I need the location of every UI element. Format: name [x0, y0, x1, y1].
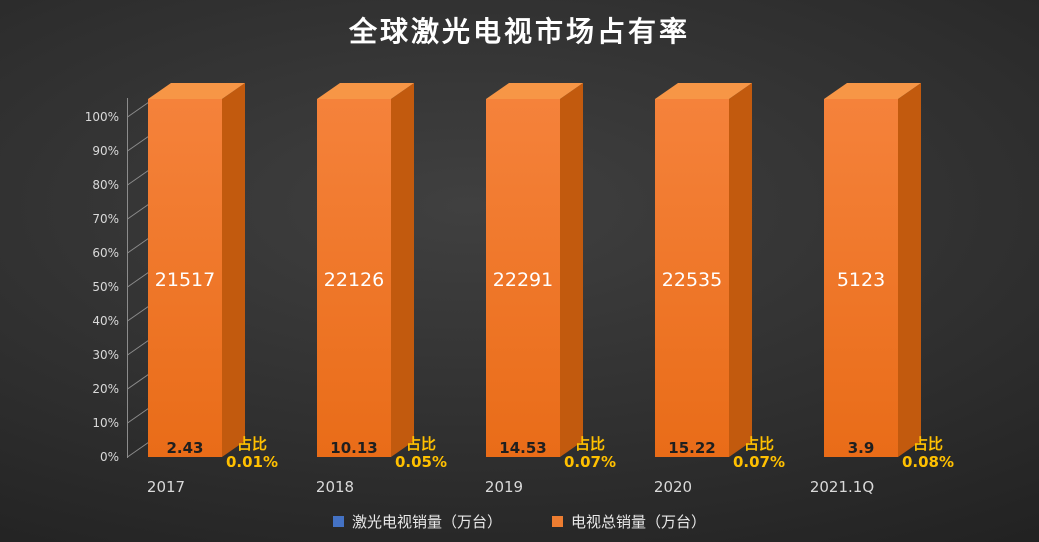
share-prefix-label: 占比	[575, 435, 605, 453]
share-value-label: 0.01%	[226, 453, 278, 471]
bar-front-face	[486, 99, 560, 457]
y-tick-label: 100%	[85, 110, 119, 124]
legend-item: 激光电视销量（万台）	[332, 511, 502, 532]
total-sales-label: 22291	[493, 269, 553, 291]
y-tick-line	[127, 372, 151, 390]
y-tick-label: 80%	[92, 178, 119, 192]
y-tick-label: 40%	[92, 314, 119, 328]
y-tick-label: 70%	[92, 212, 119, 226]
category-label: 2019	[485, 478, 523, 496]
legend-label: 激光电视销量（万台）	[351, 513, 502, 531]
total-sales-label: 22535	[662, 269, 722, 291]
share-value-label: 0.07%	[733, 453, 785, 471]
total-sales-label: 5123	[837, 269, 885, 291]
y-tick-label: 50%	[92, 280, 119, 294]
share-value-label: 0.07%	[564, 453, 616, 471]
y-tick-label: 60%	[92, 246, 119, 260]
laser-sales-label: 2.43	[166, 439, 203, 457]
legend-item: 电视总销量（万台）	[552, 511, 706, 532]
share-prefix-label: 占比	[744, 435, 774, 453]
y-tick-line	[127, 406, 151, 424]
bar-front-face	[655, 99, 729, 457]
bar-side-face	[391, 83, 414, 457]
y-tick-line	[127, 338, 151, 356]
bar-front-face	[148, 99, 222, 457]
y-tick-line	[127, 100, 151, 118]
total-sales-label: 21517	[155, 269, 215, 291]
y-tick-line	[127, 236, 151, 254]
bar-front-face	[824, 99, 898, 457]
laser-sales-label: 10.13	[330, 439, 377, 457]
y-tick-label: 0%	[100, 450, 119, 464]
bar-top-face	[148, 83, 245, 99]
y-tick-line	[127, 270, 151, 288]
bar-side-face	[729, 83, 752, 457]
share-prefix-label: 占比	[237, 435, 267, 453]
bar-front-face	[317, 99, 391, 457]
bar-top-face	[486, 83, 583, 99]
y-tick-line	[127, 134, 151, 152]
share-value-label: 0.08%	[902, 453, 954, 471]
y-tick-line	[127, 440, 151, 458]
y-tick-line	[127, 304, 151, 322]
bar-side-face	[898, 83, 921, 457]
laser-sales-label: 3.9	[848, 439, 875, 457]
share-prefix-label: 占比	[913, 435, 943, 453]
category-label: 2020	[654, 478, 692, 496]
bar-side-face	[222, 83, 245, 457]
laser-sales-label: 14.53	[499, 439, 546, 457]
bar-top-face	[824, 83, 921, 99]
category-label: 2021.1Q	[810, 478, 874, 496]
category-label: 2017	[147, 478, 185, 496]
y-tick-label: 10%	[92, 416, 119, 430]
category-label: 2018	[316, 478, 354, 496]
bar-top-face	[317, 83, 414, 99]
bar-side-face	[560, 83, 583, 457]
y-tick-line	[127, 202, 151, 220]
chart-title: 全球激光电视市场占有率	[348, 15, 690, 48]
legend-swatch	[552, 516, 563, 527]
laser-sales-label: 15.22	[668, 439, 715, 457]
legend: 激光电视销量（万台） 电视总销量（万台）	[0, 511, 1039, 532]
share-value-label: 0.05%	[395, 453, 447, 471]
total-sales-label: 22126	[324, 269, 384, 291]
share-prefix-label: 占比	[406, 435, 436, 453]
legend-swatch	[332, 516, 344, 527]
y-tick-line	[127, 168, 151, 186]
y-tick-label: 30%	[92, 348, 119, 362]
y-tick-label: 20%	[92, 382, 119, 396]
bar-top-face	[655, 83, 752, 99]
legend-label: 电视总销量（万台）	[571, 513, 707, 531]
y-tick-label: 90%	[92, 144, 119, 158]
